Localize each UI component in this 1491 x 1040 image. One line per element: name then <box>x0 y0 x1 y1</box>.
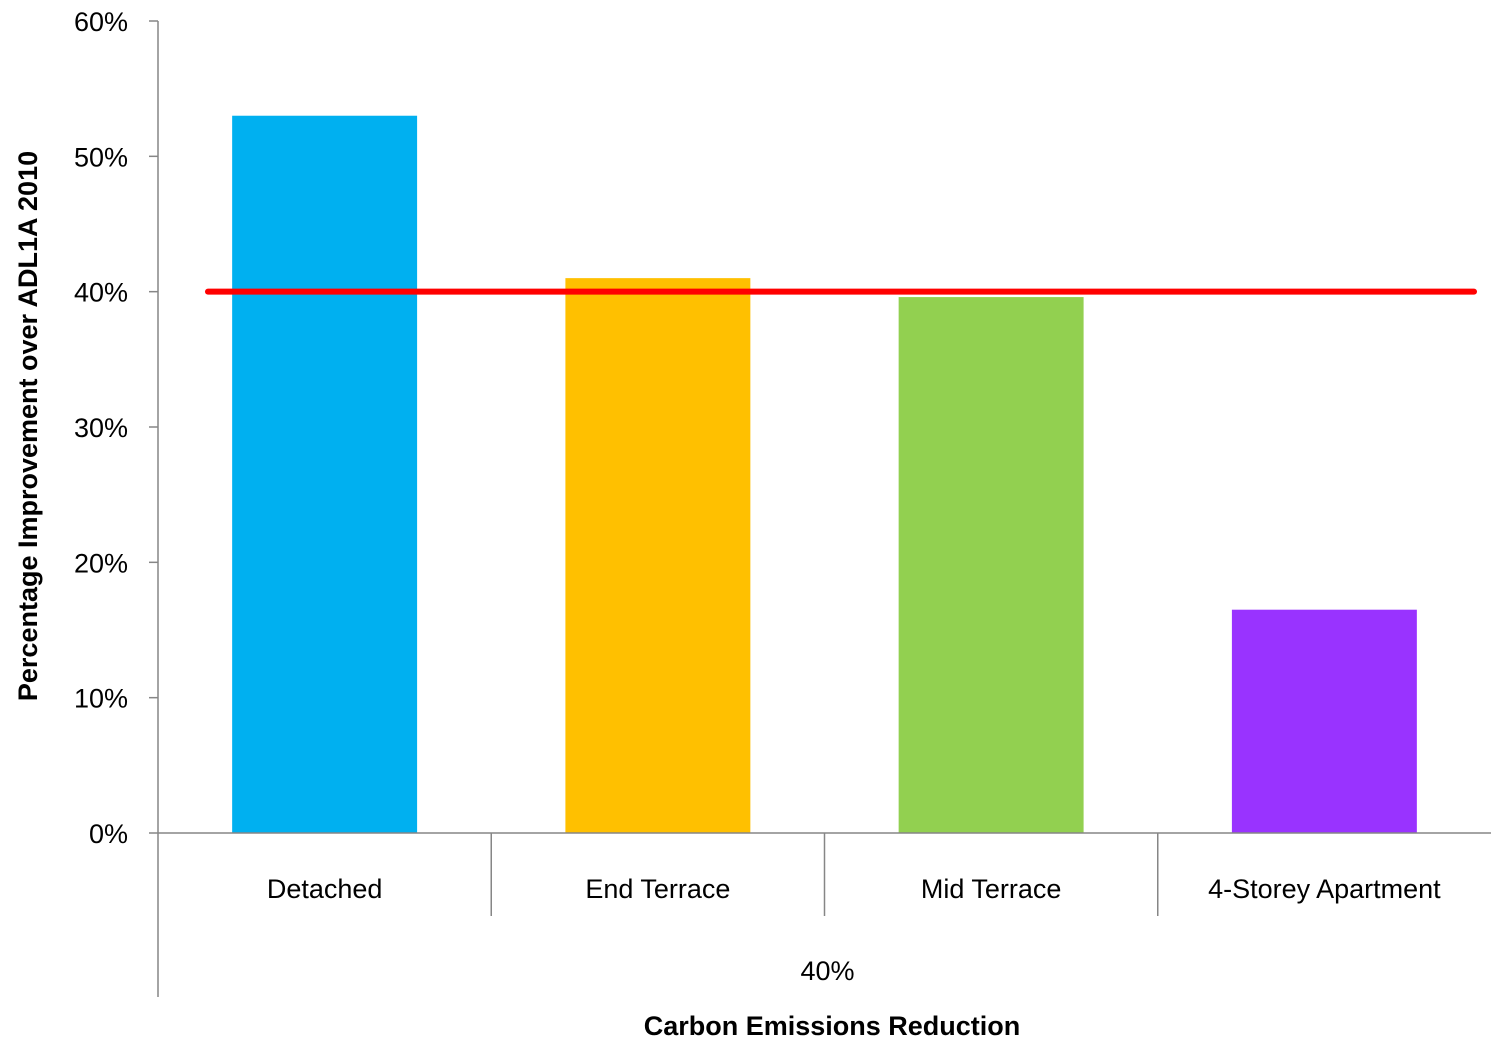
x-category-label: 4-Storey Apartment <box>1208 874 1441 904</box>
y-axis: 0% 10% 20% 30% 40% 50% 60% <box>74 7 159 997</box>
bar-mid-terrace <box>898 297 1084 834</box>
x-category-label: End Terrace <box>585 874 730 904</box>
y-tick-label: 50% <box>74 142 128 172</box>
bar-4-storey-apartment <box>1231 609 1417 833</box>
y-tick-label: 20% <box>74 548 128 578</box>
y-tick-label: 10% <box>74 684 128 714</box>
bars <box>232 115 1417 834</box>
bar-detached <box>232 115 418 833</box>
x-category-label: Detached <box>267 874 383 904</box>
x-axis: Detached End Terrace Mid Terrace 4-Storey A… <box>158 832 1491 986</box>
y-axis-title: Percentage Improvement over ADL1A 2010 <box>13 151 43 701</box>
y-tick-label: 40% <box>74 278 128 308</box>
y-tick-label: 60% <box>74 7 128 37</box>
x-group-label: 40% <box>800 956 854 986</box>
bar-end-terrace <box>565 278 751 834</box>
y-tick-label: 30% <box>74 413 128 443</box>
x-category-label: Mid Terrace <box>921 874 1062 904</box>
y-tick-label: 0% <box>89 819 128 849</box>
x-axis-title: Carbon Emissions Reduction <box>644 1011 1021 1040</box>
